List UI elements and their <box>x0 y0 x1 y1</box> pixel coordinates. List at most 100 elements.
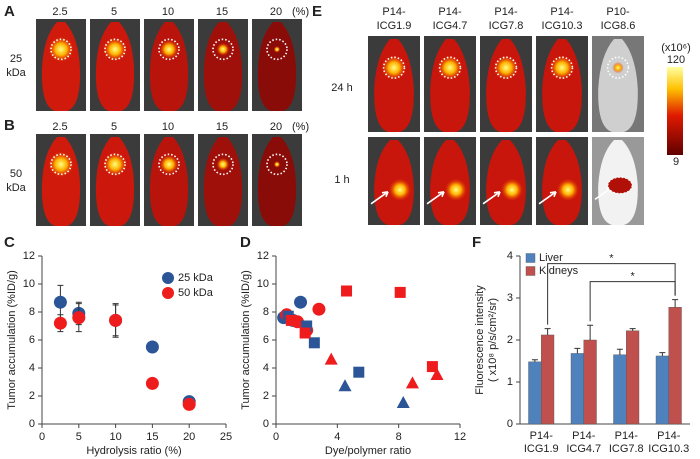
tumor-outline <box>266 153 288 176</box>
significance-bracket <box>589 281 676 322</box>
mouse-body <box>149 137 189 226</box>
error-bar <box>672 299 679 308</box>
fluorescence-hotspot <box>102 152 128 177</box>
column-label: P14- <box>382 6 406 18</box>
tumor-outline <box>212 153 234 176</box>
mouse-body <box>203 137 243 226</box>
bar <box>583 339 597 425</box>
data-point <box>53 295 67 309</box>
mouse-image <box>368 137 420 225</box>
bar <box>655 355 669 425</box>
fluorescence-hotspot <box>437 55 463 81</box>
bar <box>626 330 640 425</box>
mouse-body <box>257 137 297 226</box>
mouse-body <box>149 22 189 111</box>
tumor-outline <box>550 56 574 79</box>
unit-label: (%) <box>292 6 309 18</box>
mouse-image <box>36 134 86 226</box>
error-bar <box>587 324 594 340</box>
fluorescence-hotspot <box>216 42 230 56</box>
bar <box>570 353 584 425</box>
data-point <box>324 352 338 365</box>
column-label: P14- <box>494 6 518 18</box>
mouse-image <box>144 134 194 226</box>
tumor-outline <box>266 38 288 61</box>
mouse-image <box>252 134 302 226</box>
error-bar <box>629 328 636 331</box>
fluorescence-hotspot <box>388 178 412 202</box>
data-point <box>301 320 313 332</box>
y-tick-label: 8 <box>29 306 35 318</box>
mouse-image <box>90 19 140 111</box>
x-axis-label: Hydrolysis ratio (%) <box>86 445 181 457</box>
fluorescence-hotspot <box>444 178 468 202</box>
row-label: kDa <box>6 67 26 79</box>
y-axis-label: ( x10⁸ p/s/cm²/sr) <box>487 298 499 382</box>
error-bar <box>659 352 666 356</box>
arrow <box>538 191 557 205</box>
fluorescence-hotspot <box>216 157 230 171</box>
data-point <box>53 316 67 330</box>
mouse-body <box>203 22 243 111</box>
column-label: 10 <box>162 121 174 133</box>
legend-swatch <box>525 253 536 263</box>
legend-label: 25 kDa <box>178 272 214 284</box>
mouse-image <box>536 137 588 225</box>
y-axis-label: Tumor accumulation (%ID/g) <box>6 270 18 410</box>
column-label: ICG7.8 <box>489 20 524 32</box>
x-tick-label: ICG7.8 <box>609 443 644 455</box>
x-tick-label: P14- <box>615 430 639 442</box>
column-label: ICG1.9 <box>377 20 412 32</box>
tumor-outline <box>438 56 462 79</box>
column-label: ICG10.3 <box>542 20 583 32</box>
error-bar <box>544 328 551 335</box>
tumor-outline <box>606 56 630 79</box>
x-tick-label: 25 <box>220 431 232 443</box>
data-point <box>299 327 311 339</box>
x-tick-label: 0 <box>273 431 279 443</box>
data-point <box>405 376 419 389</box>
arrow <box>426 191 445 205</box>
column-label: 5 <box>111 6 117 18</box>
x-tick-label: 10 <box>109 431 121 443</box>
column-label: ICG8.6 <box>601 20 636 32</box>
column-label: P14- <box>550 6 574 18</box>
column-label: 20 <box>270 121 282 133</box>
tumor-outline <box>382 56 406 79</box>
bar <box>528 361 542 425</box>
y-tick-label: 1 <box>507 376 513 388</box>
y-tick-label: 10 <box>23 278 35 290</box>
y-tick-label: 3 <box>507 292 513 304</box>
fluorescence-hotspot <box>273 46 281 53</box>
colorbar-max: 120 <box>667 54 685 66</box>
significance-label: * <box>630 271 635 283</box>
x-tick-label: 15 <box>146 431 158 443</box>
y-tick-label: 2 <box>263 390 269 402</box>
y-tick-label: 12 <box>257 250 269 262</box>
mouse-image <box>424 137 476 225</box>
fluorescence-hotspot <box>159 154 179 175</box>
column-label: 15 <box>216 121 228 133</box>
y-axis-label: Fluorescence intensity <box>474 285 486 395</box>
column-label: 2.5 <box>52 6 67 18</box>
colorbar-unit: (x10⁶) <box>661 42 691 54</box>
arrow <box>370 191 389 205</box>
legend-marker <box>162 272 174 284</box>
mouse-image <box>368 36 420 132</box>
legend-label: Kidneys <box>539 265 579 277</box>
data-point <box>394 286 406 298</box>
tumor-outline <box>494 56 518 79</box>
panel-label: D <box>240 234 251 251</box>
data-point <box>341 285 353 297</box>
x-tick-label: 0 <box>39 431 45 443</box>
column-label: 20 <box>270 6 282 18</box>
column-label: 5 <box>111 121 117 133</box>
column-label: ICG4.7 <box>433 20 468 32</box>
mouse-image <box>424 36 476 132</box>
mouse-image <box>198 19 248 111</box>
x-tick-label: 8 <box>396 431 402 443</box>
tumor-outline <box>104 38 126 61</box>
y-tick-label: 4 <box>263 362 269 374</box>
panel-label: F <box>472 234 481 251</box>
column-label: 10 <box>162 6 174 18</box>
